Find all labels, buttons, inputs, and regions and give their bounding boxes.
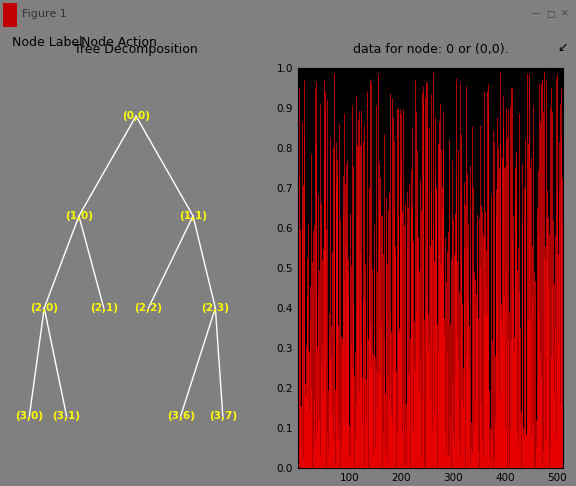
Text: data for node: 0 or (0,0).: data for node: 0 or (0,0). [353,43,508,56]
Text: (3,7): (3,7) [209,411,237,421]
Text: ✕: ✕ [560,10,569,18]
Text: (2,2): (2,2) [134,303,162,313]
Text: Figure 1: Figure 1 [22,9,67,19]
Text: Node Action: Node Action [81,35,157,49]
Text: (0,0): (0,0) [122,111,150,121]
Text: (1,0): (1,0) [65,211,93,221]
Text: (3,0): (3,0) [16,411,43,421]
Text: □: □ [546,10,554,18]
Text: ↙: ↙ [557,41,567,54]
Bar [3,3,17,27]
Text: (3,1): (3,1) [52,411,81,421]
Text: (2,1): (2,1) [90,303,118,313]
Text: (2,0): (2,0) [30,303,58,313]
Text: Tree Decomposition: Tree Decomposition [74,43,198,56]
Text: —: — [531,10,540,18]
Text: (2,3): (2,3) [202,303,229,313]
Text: (1,1): (1,1) [179,211,207,221]
Text: (3,6): (3,6) [166,411,195,421]
Text: Node Label: Node Label [12,35,82,49]
